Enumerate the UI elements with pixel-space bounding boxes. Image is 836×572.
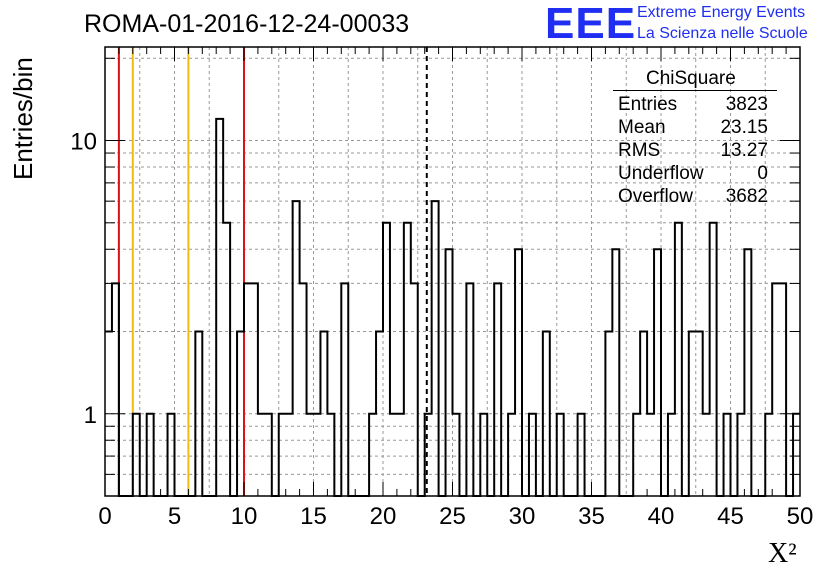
- histogram-bin: [737, 414, 744, 496]
- histogram-bin: [147, 414, 154, 496]
- x-tick-label: 25: [439, 503, 466, 530]
- histogram-bin: [703, 414, 710, 496]
- histogram-bin: [258, 414, 265, 496]
- histogram-bin: [612, 249, 619, 496]
- y-axis-label: Entries/bin: [8, 57, 38, 180]
- histogram-bin: [578, 414, 585, 496]
- stats-divider: [613, 90, 777, 91]
- histogram-bin: [237, 332, 244, 496]
- grid-lines: [105, 47, 800, 496]
- histogram-bin: [251, 283, 258, 496]
- chart-title: ROMA-01-2016-12-24-00033: [84, 10, 410, 38]
- histogram-bin: [508, 414, 515, 496]
- histogram-bin: [397, 414, 404, 496]
- histogram-bin: [279, 414, 286, 496]
- histogram-bin: [543, 332, 550, 496]
- histogram-bin: [446, 249, 453, 496]
- histogram-bin: [376, 332, 383, 496]
- histogram-bin: [515, 249, 522, 496]
- x-tick-label: 35: [578, 503, 605, 530]
- stats-value-entries: 3823: [725, 94, 768, 115]
- stats-header: ChiSquare: [646, 68, 736, 89]
- histogram-bin: [133, 414, 140, 496]
- histogram-bin: [480, 414, 487, 496]
- x-axis-ticks: 0 5 10 15 20 25 30 35 40 45 50: [98, 47, 813, 530]
- x-tick-label: 50: [787, 503, 814, 530]
- histogram-bin: [675, 223, 682, 496]
- x-tick-label: 5: [168, 503, 181, 530]
- histogram-bin: [411, 283, 418, 496]
- eee-logo: EEE: [545, 0, 637, 48]
- histogram-bin: [557, 414, 564, 496]
- stats-value-rms: 13.27: [720, 140, 768, 161]
- histogram-bin: [244, 283, 251, 496]
- x-tick-label: 15: [300, 503, 327, 530]
- x-tick-label: 20: [370, 503, 397, 530]
- histogram-bin: [529, 414, 536, 496]
- histogram-bin: [466, 283, 473, 496]
- logo-line-1: Extreme Energy Events: [637, 4, 806, 21]
- x-tick-label: 30: [509, 503, 536, 530]
- logo-line-2: La Scienza nelle Scuole: [637, 25, 808, 42]
- y-axis-ticks: 1 10: [70, 57, 800, 475]
- histogram-bin: [293, 201, 300, 496]
- histogram-bin: [453, 414, 460, 496]
- stats-label-rms: RMS: [618, 140, 661, 161]
- histogram-bin: [320, 332, 327, 496]
- histogram-bin: [369, 414, 376, 496]
- histogram-bin: [112, 283, 119, 496]
- histogram-bin: [654, 249, 661, 496]
- histogram-bin: [605, 332, 612, 496]
- histogram-bin: [314, 414, 321, 496]
- histogram-bin: [724, 414, 731, 496]
- x-tick-label: 45: [717, 503, 744, 530]
- histogram-bin: [265, 414, 272, 496]
- histogram-bin: [195, 332, 202, 496]
- x-tick-label: 0: [98, 503, 111, 530]
- histogram-bin: [390, 414, 397, 496]
- histogram-bin: [744, 249, 751, 496]
- histogram-bin: [432, 201, 439, 496]
- histogram-bin: [640, 332, 647, 496]
- histogram-bin: [168, 414, 175, 496]
- x-tick-label: 10: [231, 503, 258, 530]
- stats-label-entries: Entries: [618, 94, 678, 115]
- histogram-bin: [425, 414, 432, 496]
- histogram-bin: [633, 414, 640, 496]
- histogram-bin: [779, 283, 786, 496]
- histogram-bin: [710, 223, 717, 496]
- histogram-bin: [494, 283, 501, 496]
- histogram-bin: [307, 414, 314, 496]
- histogram-bin: [300, 283, 307, 496]
- stats-value-underflow: 0: [757, 163, 768, 184]
- histogram-bin: [327, 414, 334, 496]
- x-axis-label: X²: [768, 538, 797, 569]
- y-tick-label: 1: [84, 402, 97, 429]
- histogram-bin: [765, 414, 772, 496]
- stats-value-mean: 23.15: [720, 117, 768, 138]
- histogram-bin: [647, 414, 654, 496]
- y-tick-label: 10: [70, 129, 97, 156]
- histogram-bin: [223, 223, 230, 496]
- histogram-bin: [696, 332, 703, 496]
- histogram-bin: [668, 414, 675, 496]
- stats-value-overflow: 3682: [725, 186, 768, 207]
- stats-label-overflow: Overflow: [618, 186, 693, 207]
- x-tick-label: 40: [648, 503, 675, 530]
- histogram-bin: [383, 223, 390, 496]
- histogram-bin: [341, 283, 348, 496]
- histogram-bin: [286, 414, 293, 496]
- histogram-bin: [404, 223, 411, 496]
- histogram-bin: [216, 119, 223, 496]
- stats-label-mean: Mean: [618, 117, 666, 138]
- histogram-bin: [772, 283, 779, 496]
- histogram-bin: [689, 332, 696, 496]
- stats-label-underflow: Underflow: [618, 163, 704, 184]
